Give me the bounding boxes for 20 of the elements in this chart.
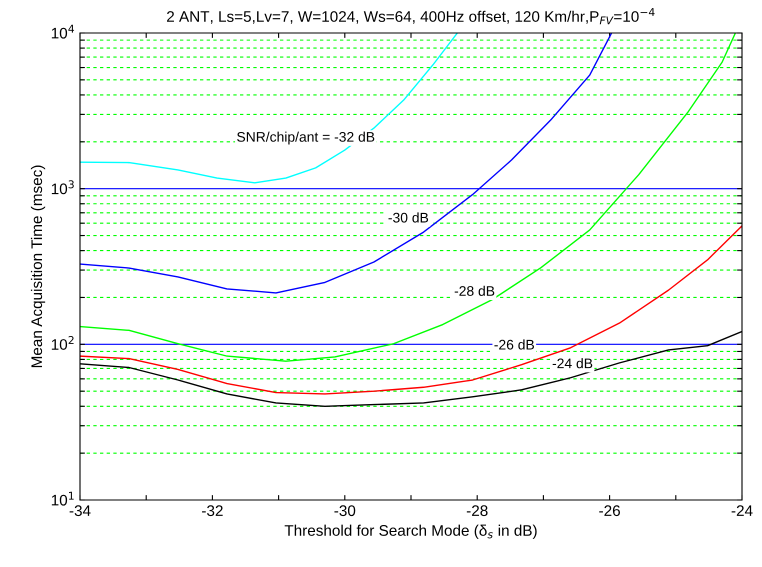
- x-tick-label: -28: [466, 505, 488, 516]
- x-tick-label: -34: [70, 505, 91, 516]
- y-tick-label: 10$^{4}$: [52, 24, 74, 39]
- line-series: [80, 33, 458, 184]
- y-tick-label: 10$^{2}$: [52, 336, 74, 350]
- x-tick-label: -26: [599, 505, 620, 516]
- annotation: -24 dB: [552, 358, 592, 368]
- chart-title: 2 ANT, Ls=5,Lv=7, W=1024, Ws=64, 400Hz offset, 120 Km/hr,P$_{FV}$=10$^{−4}$: [167, 8, 655, 24]
- y-axis-title: Mean Acquisition Time (msec): [30, 166, 46, 368]
- annotation: -30 dB: [388, 212, 428, 223]
- line-series: [80, 225, 742, 395]
- x-tick-label: -32: [202, 505, 223, 516]
- x-axis-title: Threshold for Search Mode (δ$_{s}$ in dB): [284, 524, 537, 539]
- annotation: SNR/chip/ant = -32 dB: [237, 132, 374, 145]
- x-tick-label: -30: [334, 505, 356, 516]
- annotation: -28 dB: [454, 286, 494, 296]
- y-tick-label: 10$^{3}$: [52, 180, 74, 194]
- annotation: -26 dB: [494, 339, 534, 350]
- x-tick-label: -24: [732, 505, 753, 516]
- y-tick-label: 10$^{1}$: [52, 492, 74, 506]
